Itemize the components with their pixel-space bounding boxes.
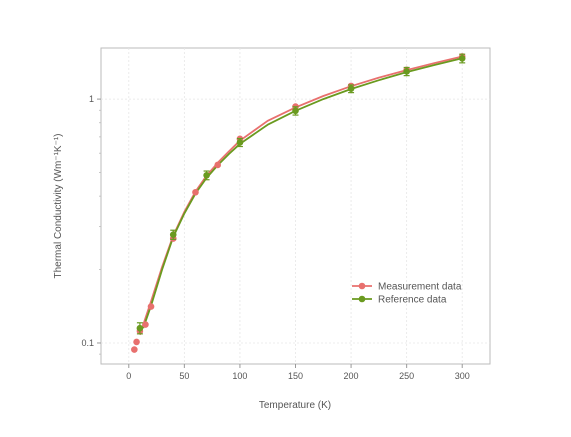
legend-marker-series-1 bbox=[358, 282, 366, 290]
data-point-series-2 bbox=[203, 172, 210, 179]
data-point-series-1 bbox=[133, 338, 140, 346]
x-tick-label: 300 bbox=[455, 371, 470, 381]
data-point-series-2 bbox=[292, 107, 299, 115]
data-point-series-1 bbox=[214, 161, 221, 169]
x-tick-label: 150 bbox=[288, 371, 303, 381]
legend-label-series-2: Reference data bbox=[378, 295, 447, 306]
data-point-series-2 bbox=[347, 85, 355, 93]
fit-line-series-2 bbox=[142, 57, 463, 329]
data-point-series-1 bbox=[147, 303, 155, 310]
legend-label-series-1: Measurement data bbox=[378, 282, 462, 293]
x-tick-label: 50 bbox=[179, 371, 189, 381]
x-tick-label: 0 bbox=[126, 371, 131, 381]
y-axis-title: Thermal Conductivity (Wm⁻¹K⁻¹) bbox=[53, 133, 64, 278]
y-tick-label: 0.1 bbox=[81, 338, 94, 348]
axis-ticks: 0 50 100 150 200 250 300 0.1 1 bbox=[81, 94, 469, 381]
y-tick-label: 1 bbox=[89, 94, 94, 104]
data-point-series-1 bbox=[142, 321, 149, 328]
data-point-series-2 bbox=[403, 68, 410, 75]
data-point-series-2 bbox=[169, 231, 177, 238]
x-axis-title: Temperature (K) bbox=[259, 400, 331, 411]
data-point-series-1 bbox=[192, 188, 199, 196]
legend-marker-series-2 bbox=[358, 295, 366, 303]
grid-lines bbox=[101, 48, 490, 364]
data-point-series-2 bbox=[458, 55, 466, 62]
data-points bbox=[131, 53, 466, 353]
data-point-series-2 bbox=[136, 324, 144, 332]
x-tick-label: 100 bbox=[232, 371, 247, 381]
data-point-series-1 bbox=[131, 346, 138, 353]
x-tick-label: 250 bbox=[399, 371, 414, 381]
x-tick-label: 200 bbox=[344, 371, 359, 381]
data-point-series-2 bbox=[236, 139, 244, 146]
legend: Measurement data Reference data bbox=[352, 282, 462, 306]
